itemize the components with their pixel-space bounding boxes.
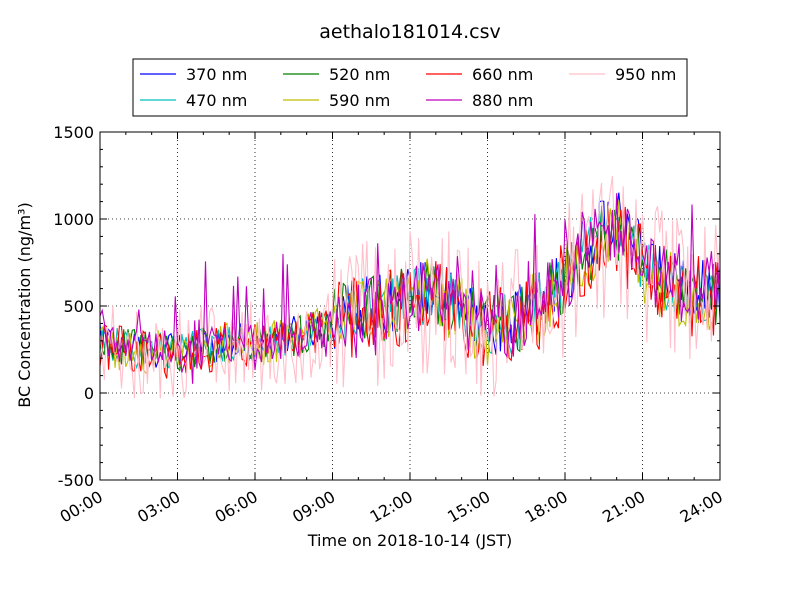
x-tick-label: 06:00 xyxy=(212,487,261,527)
legend-label-470-nm: 470 nm xyxy=(186,91,247,110)
legend-label-590-nm: 590 nm xyxy=(329,91,390,110)
x-tick-label: 00:00 xyxy=(57,487,106,527)
x-tick-label: 21:00 xyxy=(599,487,648,527)
legend-label-520-nm: 520 nm xyxy=(329,65,390,84)
x-tick-label: 09:00 xyxy=(289,487,338,527)
legend-label-370-nm: 370 nm xyxy=(186,65,247,84)
x-tick-label: 18:00 xyxy=(522,487,571,527)
y-tick-label: 1500 xyxy=(53,123,94,142)
legend-label-950-nm: 950 nm xyxy=(615,65,676,84)
legend-frame xyxy=(132,58,688,117)
x-tick-label: 03:00 xyxy=(134,487,183,527)
y-tick-label: -500 xyxy=(58,471,94,490)
y-axis-label: BC Concentration (ng/m³) xyxy=(15,202,34,407)
x-tick-label: 12:00 xyxy=(367,487,416,527)
y-tick-label: 500 xyxy=(63,297,94,316)
x-tick-label: 15:00 xyxy=(444,487,493,527)
x-tick-label: 24:00 xyxy=(677,487,726,527)
series-line-880-nm xyxy=(99,193,721,384)
series-line-520-nm xyxy=(99,205,721,372)
y-tick-label: 0 xyxy=(84,384,94,403)
legend: 370 nm 470 nm 520 nm 590 nm 660 nm 880 nm 950 … xyxy=(132,58,688,117)
legend-label-880-nm: 880 nm xyxy=(472,91,533,110)
legend-label-660-nm: 660 nm xyxy=(472,65,533,84)
y-tick-label: 1000 xyxy=(53,210,94,229)
plot-area: -500 0 500 1000 1500 00:00 03:00 06:00 09:00 12:0… xyxy=(53,123,726,527)
x-axis-label: Time on 2018-10-14 (JST) xyxy=(307,531,512,550)
chart-title: aethalo181014.csv xyxy=(319,21,501,43)
series-line-950-nm xyxy=(99,176,721,399)
